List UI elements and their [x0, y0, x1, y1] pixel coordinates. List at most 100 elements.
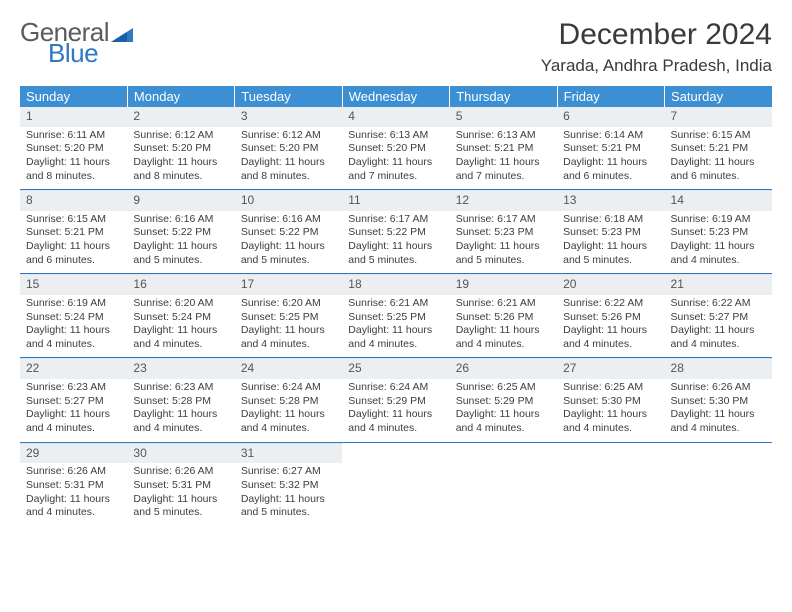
day-cell: 30Sunrise: 6:26 AMSunset: 5:31 PMDayligh… — [127, 443, 234, 526]
sunrise-line: Sunrise: 6:15 AM — [671, 129, 766, 143]
day-number: 22 — [20, 358, 127, 379]
sunset-line: Sunset: 5:22 PM — [133, 226, 228, 240]
day-body: Sunrise: 6:25 AMSunset: 5:30 PMDaylight:… — [557, 379, 664, 442]
day-number: 18 — [342, 274, 449, 295]
day-body: Sunrise: 6:22 AMSunset: 5:26 PMDaylight:… — [557, 295, 664, 358]
brand-logo: General Blue — [20, 18, 133, 65]
sunset-line: Sunset: 5:23 PM — [456, 226, 551, 240]
sunset-line: Sunset: 5:26 PM — [456, 311, 551, 325]
daylight-line: Daylight: 11 hours — [456, 408, 551, 422]
day-number: 7 — [665, 107, 772, 127]
daylight-line: Daylight: 11 hours — [456, 156, 551, 170]
daylight-line: and 5 minutes. — [456, 254, 551, 268]
daylight-line: and 4 minutes. — [26, 338, 121, 352]
sunset-line: Sunset: 5:30 PM — [563, 395, 658, 409]
day-number: 15 — [20, 274, 127, 295]
calendar-table: Sunday Monday Tuesday Wednesday Thursday… — [20, 86, 772, 526]
daylight-line: and 5 minutes. — [241, 254, 336, 268]
daylight-line: and 8 minutes. — [241, 170, 336, 184]
day-number: 3 — [235, 107, 342, 127]
daylight-line: Daylight: 11 hours — [26, 493, 121, 507]
daylight-line: and 7 minutes. — [456, 170, 551, 184]
day-number: 27 — [557, 358, 664, 379]
day-cell: 31Sunrise: 6:27 AMSunset: 5:32 PMDayligh… — [235, 443, 342, 526]
day-cell — [342, 443, 449, 526]
day-number: 28 — [665, 358, 772, 379]
daylight-line: Daylight: 11 hours — [241, 493, 336, 507]
day-number: 26 — [450, 358, 557, 379]
daylight-line: and 4 minutes. — [26, 422, 121, 436]
day-cell: 8Sunrise: 6:15 AMSunset: 5:21 PMDaylight… — [20, 190, 127, 274]
day-body: Sunrise: 6:13 AMSunset: 5:21 PMDaylight:… — [450, 127, 557, 190]
day-body: Sunrise: 6:26 AMSunset: 5:30 PMDaylight:… — [665, 379, 772, 442]
daylight-line: and 4 minutes. — [133, 338, 228, 352]
title-block: December 2024 Yarada, Andhra Pradesh, In… — [541, 18, 772, 76]
day-number: 30 — [127, 443, 234, 464]
daylight-line: and 4 minutes. — [241, 338, 336, 352]
day-body: Sunrise: 6:23 AMSunset: 5:28 PMDaylight:… — [127, 379, 234, 442]
day-cell — [450, 443, 557, 526]
daylight-line: and 4 minutes. — [456, 422, 551, 436]
day-number: 16 — [127, 274, 234, 295]
day-cell: 22Sunrise: 6:23 AMSunset: 5:27 PMDayligh… — [20, 358, 127, 442]
sunset-line: Sunset: 5:29 PM — [348, 395, 443, 409]
sunrise-line: Sunrise: 6:25 AM — [456, 381, 551, 395]
day-number: 24 — [235, 358, 342, 379]
day-body: Sunrise: 6:13 AMSunset: 5:20 PMDaylight:… — [342, 127, 449, 190]
day-cell: 27Sunrise: 6:25 AMSunset: 5:30 PMDayligh… — [557, 358, 664, 442]
daylight-line: Daylight: 11 hours — [456, 324, 551, 338]
day-cell: 13Sunrise: 6:18 AMSunset: 5:23 PMDayligh… — [557, 190, 664, 274]
day-number: 1 — [20, 107, 127, 127]
sunset-line: Sunset: 5:20 PM — [348, 142, 443, 156]
day-body: Sunrise: 6:23 AMSunset: 5:27 PMDaylight:… — [20, 379, 127, 442]
sunset-line: Sunset: 5:20 PM — [26, 142, 121, 156]
day-body: Sunrise: 6:24 AMSunset: 5:29 PMDaylight:… — [342, 379, 449, 442]
day-cell: 17Sunrise: 6:20 AMSunset: 5:25 PMDayligh… — [235, 274, 342, 358]
daylight-line: and 4 minutes. — [348, 338, 443, 352]
day-cell: 1Sunrise: 6:11 AMSunset: 5:20 PMDaylight… — [20, 107, 127, 190]
daylight-line: Daylight: 11 hours — [133, 324, 228, 338]
daylight-line: and 7 minutes. — [348, 170, 443, 184]
day-number: 13 — [557, 190, 664, 211]
sunset-line: Sunset: 5:20 PM — [241, 142, 336, 156]
day-cell: 21Sunrise: 6:22 AMSunset: 5:27 PMDayligh… — [665, 274, 772, 358]
daylight-line: and 4 minutes. — [563, 422, 658, 436]
brand-word2: Blue — [20, 41, 133, 66]
daylight-line: and 6 minutes. — [563, 170, 658, 184]
day-cell: 15Sunrise: 6:19 AMSunset: 5:24 PMDayligh… — [20, 274, 127, 358]
sunrise-line: Sunrise: 6:20 AM — [241, 297, 336, 311]
brand-triangle-icon — [111, 26, 133, 42]
day-number: 14 — [665, 190, 772, 211]
weekday-header: Saturday — [665, 86, 772, 107]
daylight-line: and 6 minutes. — [26, 254, 121, 268]
daylight-line: Daylight: 11 hours — [241, 156, 336, 170]
sunset-line: Sunset: 5:21 PM — [671, 142, 766, 156]
day-body: Sunrise: 6:27 AMSunset: 5:32 PMDaylight:… — [235, 463, 342, 526]
daylight-line: and 8 minutes. — [26, 170, 121, 184]
header-bar: General Blue December 2024 Yarada, Andhr… — [20, 18, 772, 76]
day-body: Sunrise: 6:21 AMSunset: 5:26 PMDaylight:… — [450, 295, 557, 358]
day-body: Sunrise: 6:12 AMSunset: 5:20 PMDaylight:… — [127, 127, 234, 190]
week-row: 22Sunrise: 6:23 AMSunset: 5:27 PMDayligh… — [20, 358, 772, 442]
week-row: 29Sunrise: 6:26 AMSunset: 5:31 PMDayligh… — [20, 443, 772, 526]
daylight-line: Daylight: 11 hours — [241, 240, 336, 254]
sunrise-line: Sunrise: 6:17 AM — [348, 213, 443, 227]
day-cell: 3Sunrise: 6:12 AMSunset: 5:20 PMDaylight… — [235, 107, 342, 190]
day-body: Sunrise: 6:18 AMSunset: 5:23 PMDaylight:… — [557, 211, 664, 274]
sunrise-line: Sunrise: 6:15 AM — [26, 213, 121, 227]
day-number: 6 — [557, 107, 664, 127]
sunset-line: Sunset: 5:22 PM — [241, 226, 336, 240]
daylight-line: Daylight: 11 hours — [671, 324, 766, 338]
sunset-line: Sunset: 5:21 PM — [456, 142, 551, 156]
day-body: Sunrise: 6:14 AMSunset: 5:21 PMDaylight:… — [557, 127, 664, 190]
day-cell: 19Sunrise: 6:21 AMSunset: 5:26 PMDayligh… — [450, 274, 557, 358]
daylight-line: and 4 minutes. — [26, 506, 121, 520]
sunrise-line: Sunrise: 6:21 AM — [348, 297, 443, 311]
sunset-line: Sunset: 5:24 PM — [26, 311, 121, 325]
daylight-line: and 4 minutes. — [241, 422, 336, 436]
week-row: 8Sunrise: 6:15 AMSunset: 5:21 PMDaylight… — [20, 190, 772, 274]
sunset-line: Sunset: 5:31 PM — [26, 479, 121, 493]
daylight-line: Daylight: 11 hours — [563, 408, 658, 422]
sunrise-line: Sunrise: 6:26 AM — [133, 465, 228, 479]
day-cell: 14Sunrise: 6:19 AMSunset: 5:23 PMDayligh… — [665, 190, 772, 274]
